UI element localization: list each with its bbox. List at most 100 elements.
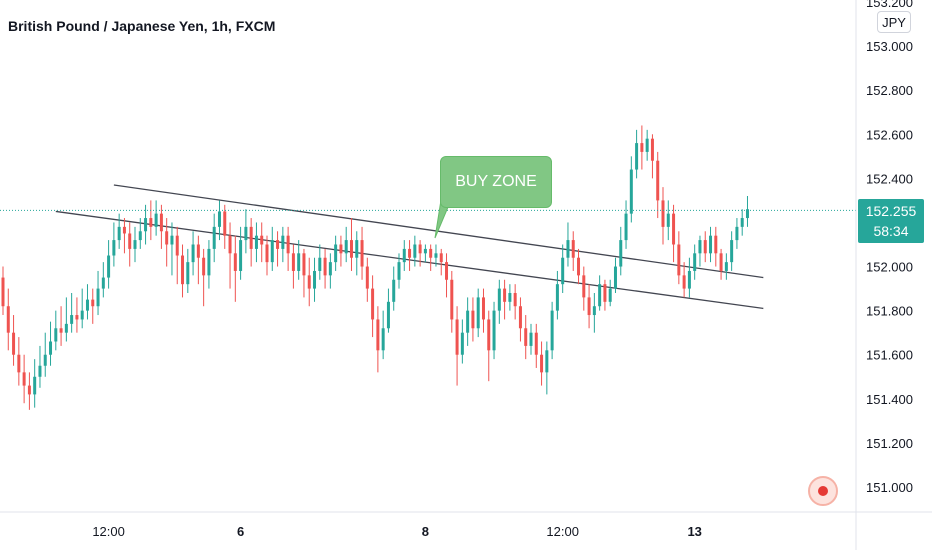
- candle-down: [429, 244, 433, 271]
- candle-down: [445, 253, 449, 298]
- candle-body: [677, 244, 681, 276]
- price-tick-label: 152.000: [866, 260, 913, 275]
- candle-up: [96, 270, 100, 316]
- candle-body: [265, 244, 269, 263]
- candle-down: [471, 297, 475, 342]
- candle-body: [1, 277, 5, 307]
- candle-body: [492, 310, 496, 351]
- candle-up: [693, 244, 697, 280]
- candle-body: [228, 235, 232, 254]
- candle-up: [207, 240, 211, 289]
- candle-down: [307, 257, 311, 307]
- candle-down: [577, 248, 581, 285]
- candle-up: [740, 209, 744, 236]
- candle-up: [613, 257, 617, 293]
- candle-body: [207, 248, 211, 276]
- candle-body: [719, 253, 723, 271]
- candle-body: [96, 288, 100, 307]
- tradingview-logo-icon[interactable]: [808, 476, 838, 506]
- candle-down: [450, 270, 454, 333]
- candle-body: [122, 226, 126, 234]
- candle-body: [302, 253, 306, 276]
- candle-body: [165, 231, 169, 245]
- candlestick-series: [1, 125, 749, 410]
- price-axis[interactable]: 153.200153.000152.800152.600152.400152.2…: [866, 0, 913, 495]
- candle-body: [371, 288, 375, 320]
- candle-body: [561, 257, 565, 285]
- candle-body: [360, 240, 364, 267]
- candle-body: [555, 284, 559, 311]
- candle-body: [291, 253, 295, 271]
- candle-up: [217, 200, 221, 241]
- candle-body: [571, 240, 575, 258]
- candle-down: [228, 222, 232, 289]
- last-price-value: 152.255: [865, 203, 917, 219]
- candle-up: [281, 226, 285, 263]
- candle-body: [217, 211, 221, 227]
- candle-body: [513, 293, 517, 307]
- candle-body: [212, 226, 216, 249]
- candle-down: [1, 266, 5, 316]
- candle-body: [402, 248, 406, 263]
- price-tick-label: 151.000: [866, 480, 913, 495]
- currency-badge[interactable]: JPY: [877, 11, 911, 33]
- candle-body: [524, 328, 528, 346]
- candle-up: [239, 226, 243, 280]
- candle-body: [709, 235, 713, 254]
- candle-down: [408, 240, 412, 271]
- candle-down: [513, 284, 517, 320]
- candle-body: [445, 262, 449, 280]
- candle-body: [735, 226, 739, 241]
- candle-down: [286, 226, 290, 271]
- candle-body: [656, 160, 660, 201]
- candle-down: [360, 226, 364, 280]
- candle-body: [170, 235, 174, 245]
- candle-body: [397, 262, 401, 280]
- time-tick-label: 13: [687, 524, 701, 539]
- candle-body: [540, 354, 544, 373]
- candle-body: [270, 240, 274, 263]
- candle-body: [471, 310, 475, 329]
- candle-up: [334, 235, 338, 271]
- candle-body: [687, 270, 691, 289]
- candle-body: [233, 253, 237, 271]
- candle-body: [413, 244, 417, 258]
- candle-body: [740, 218, 744, 227]
- candle-up: [434, 244, 438, 267]
- candle-up: [355, 231, 359, 276]
- candle-up: [619, 226, 623, 276]
- candle-up: [687, 257, 691, 298]
- candle-body: [70, 315, 74, 324]
- price-tick-label: 151.800: [866, 304, 913, 319]
- candle-down: [376, 306, 380, 373]
- candle-body: [624, 213, 628, 241]
- time-axis[interactable]: 12:00 6 8 12:00 13: [92, 524, 702, 539]
- candle-body: [466, 310, 470, 333]
- candle-up: [328, 253, 332, 289]
- candle-up: [191, 231, 195, 276]
- candle-up: [270, 226, 274, 271]
- candle-down: [719, 248, 723, 280]
- candle-body: [33, 376, 37, 395]
- candle-up: [666, 200, 670, 241]
- candle-down: [159, 204, 163, 249]
- candle-body: [434, 253, 438, 258]
- candle-down: [302, 248, 306, 298]
- candle-down: [418, 240, 422, 267]
- candle-up: [313, 257, 317, 302]
- candle-up: [598, 275, 602, 311]
- candle-body: [619, 240, 623, 267]
- candle-body: [661, 200, 665, 227]
- candle-down: [323, 248, 327, 289]
- candle-up: [566, 222, 570, 267]
- candle-body: [85, 299, 89, 311]
- buy-zone-callout[interactable]: BUY ZONE: [440, 156, 552, 208]
- candle-up: [101, 262, 105, 298]
- candle-body: [508, 293, 512, 302]
- candle-body: [307, 275, 311, 289]
- price-tick-label: 151.400: [866, 392, 913, 407]
- trendline-1[interactable]: [113, 184, 764, 279]
- candle-down: [6, 288, 10, 351]
